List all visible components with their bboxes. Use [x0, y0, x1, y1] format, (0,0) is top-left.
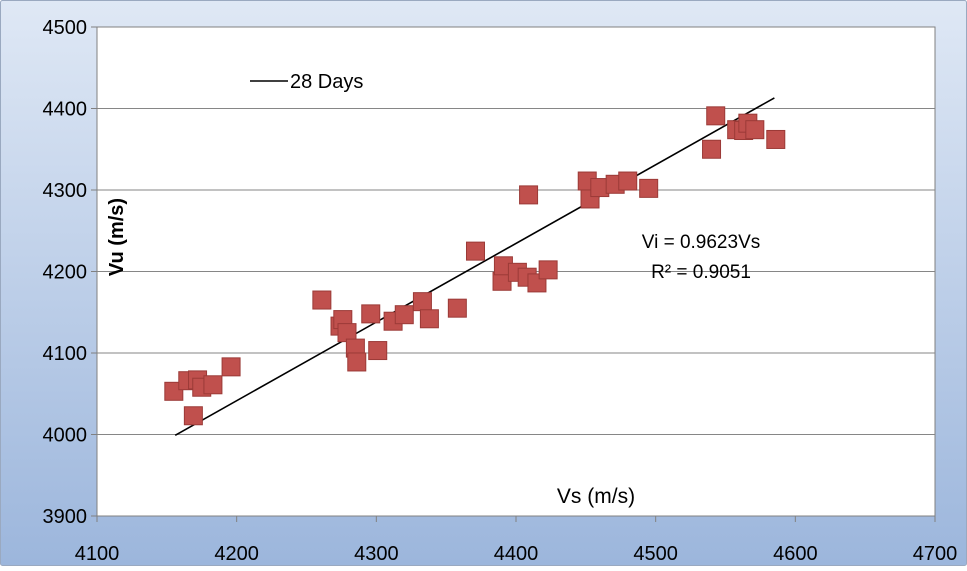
data-point [361, 304, 381, 324]
r-squared-annotation: R² = 0.9051 [651, 262, 751, 283]
data-point [618, 171, 638, 191]
data-point [465, 241, 485, 261]
x-tick-label: 4200 [214, 543, 259, 565]
data-point [702, 139, 722, 159]
data-point [203, 375, 223, 395]
x-tick-label: 4500 [633, 543, 678, 565]
data-point [312, 290, 332, 310]
x-tick-label: 4400 [494, 543, 539, 565]
y-tick-label: 4300 [43, 180, 88, 202]
data-point [538, 260, 558, 280]
data-point [766, 129, 786, 149]
x-tick-labels: 4100 4200 4300 4400 4500 4600 4700 [75, 543, 958, 565]
x-tick-label: 4100 [75, 543, 120, 565]
data-point [447, 298, 467, 318]
y-tick-label: 3900 [43, 506, 88, 528]
data-point [519, 185, 539, 205]
data-point [347, 352, 367, 372]
legend: 28 Days [250, 71, 363, 93]
x-tick-label: 4700 [913, 543, 958, 565]
y-tick-label: 4100 [43, 343, 88, 365]
data-point [221, 357, 241, 377]
y-tick-label: 4400 [43, 99, 88, 121]
legend-label: 28 Days [290, 71, 363, 93]
data-point [394, 305, 414, 325]
data-point [183, 406, 203, 426]
trendline [174, 97, 775, 437]
y-tick-label: 4200 [43, 262, 88, 284]
y-axis-label: Vu (m/s) [106, 198, 128, 276]
x-tick-label: 4600 [773, 543, 818, 565]
data-point [639, 178, 659, 198]
x-axis-label: Vs (m/s) [557, 485, 635, 508]
trendline-line [174, 97, 775, 437]
data-point [706, 106, 726, 126]
y-tick-labels: 3900 4000 4100 4200 4300 4400 4500 [43, 17, 88, 528]
data-point [419, 309, 439, 329]
x-tick-label: 4300 [354, 543, 399, 565]
data-point [745, 120, 765, 140]
y-tick-label: 4000 [43, 425, 88, 447]
data-point [412, 292, 432, 312]
axes [91, 26, 936, 522]
data-point [368, 341, 388, 361]
equation-annotation: Vi = 0.9623Vs [642, 232, 761, 253]
data-points [164, 106, 786, 426]
y-tick-label: 4500 [43, 17, 88, 39]
